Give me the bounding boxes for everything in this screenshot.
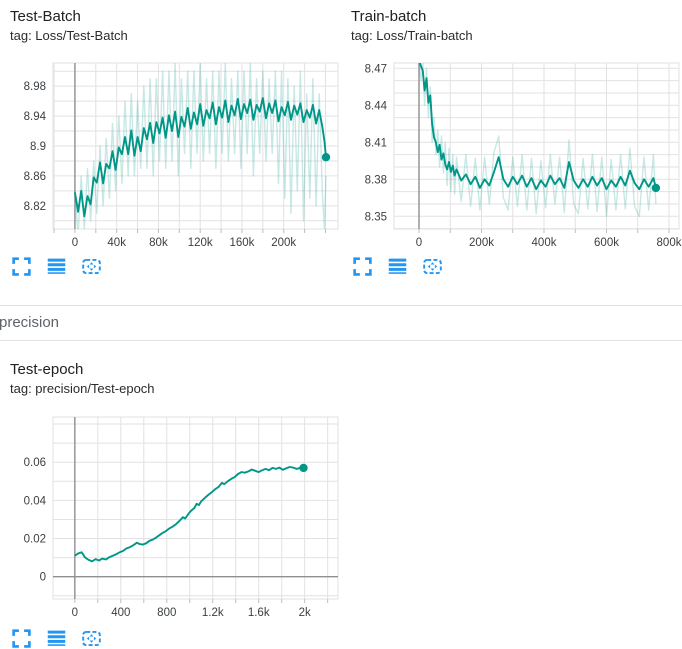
svg-text:600k: 600k <box>594 237 619 249</box>
svg-text:8.9: 8.9 <box>30 141 46 153</box>
svg-text:0: 0 <box>72 237 78 249</box>
expand-chart-button[interactable] <box>351 255 373 277</box>
svg-text:8.98: 8.98 <box>24 81 46 93</box>
svg-text:80k: 80k <box>149 237 168 249</box>
svg-text:1.2k: 1.2k <box>202 607 224 619</box>
svg-text:8.35: 8.35 <box>365 211 387 223</box>
svg-text:0: 0 <box>416 237 422 249</box>
svg-text:40k: 40k <box>107 237 126 249</box>
svg-text:0.02: 0.02 <box>24 534 46 546</box>
toggle-runs-button[interactable] <box>386 255 408 277</box>
horizontal-lines-icon <box>47 258 65 274</box>
toggle-runs-button[interactable] <box>45 627 67 649</box>
section-header-label: precision <box>0 314 60 331</box>
svg-text:400k: 400k <box>532 237 557 249</box>
test-epoch-line-chart[interactable]: 0 400 800 1.2k 1.6k 2k 0 0.02 0.04 0.06 <box>0 409 341 621</box>
svg-text:200k: 200k <box>271 237 296 249</box>
svg-text:160k: 160k <box>229 237 254 249</box>
svg-text:800: 800 <box>157 607 176 619</box>
test-batch-line-chart[interactable]: 0 40k 80k 120k 160k 200k 8.82 8.86 8.9 8.94 8.98 <box>0 56 341 249</box>
chart-toolbar <box>351 255 682 277</box>
chart-title: Train-batch <box>351 8 427 25</box>
svg-text:800k: 800k <box>657 237 682 249</box>
chart-card-train-batch: Train-batch tag: Loss/Train-batch 0 200k 4… <box>341 0 682 277</box>
loss-cards-row: Test-Batch tag: Loss/Test-Batch 0 40k 80k 1… <box>0 0 682 277</box>
fullscreen-icon <box>11 628 31 648</box>
svg-text:200k: 200k <box>469 237 494 249</box>
chart-tag: tag: Loss/Test-Batch <box>10 28 128 43</box>
svg-text:8.94: 8.94 <box>24 111 47 123</box>
expand-chart-button[interactable] <box>10 627 32 649</box>
chart-card-test-batch: Test-Batch tag: Loss/Test-Batch 0 40k 80k 1… <box>0 0 341 277</box>
svg-text:0: 0 <box>72 607 78 619</box>
svg-text:120k: 120k <box>188 237 213 249</box>
fullscreen-icon <box>352 256 372 276</box>
fit-domain-button[interactable] <box>80 255 102 277</box>
svg-text:8.44: 8.44 <box>365 100 388 112</box>
chart-title: Test-epoch <box>10 361 84 378</box>
chart-card-test-epoch: Test-epoch tag: precision/Test-epoch 0 40… <box>0 353 341 649</box>
svg-text:400: 400 <box>111 607 130 619</box>
fullscreen-icon <box>11 256 31 276</box>
svg-text:1.6k: 1.6k <box>248 607 270 619</box>
chart-tag: tag: precision/Test-epoch <box>10 381 155 396</box>
horizontal-lines-icon <box>388 258 406 274</box>
fit-to-data-icon <box>81 258 101 274</box>
svg-text:0.06: 0.06 <box>24 457 46 469</box>
fit-domain-button[interactable] <box>80 627 102 649</box>
toggle-runs-button[interactable] <box>45 255 67 277</box>
train-batch-line-chart[interactable]: 0 200k 400k 600k 800k 8.35 8.38 8.41 8.44 8.47 <box>341 56 682 249</box>
horizontal-lines-icon <box>47 630 65 646</box>
svg-text:8.38: 8.38 <box>365 174 387 186</box>
fit-domain-button[interactable] <box>421 255 443 277</box>
precision-cards-row: Test-epoch tag: precision/Test-epoch 0 40… <box>0 353 682 649</box>
expand-chart-button[interactable] <box>10 255 32 277</box>
svg-text:2k: 2k <box>299 607 311 619</box>
fit-to-data-icon <box>81 630 101 646</box>
svg-text:0.04: 0.04 <box>24 495 47 507</box>
chart-toolbar <box>10 255 341 277</box>
svg-text:8.86: 8.86 <box>24 171 46 183</box>
svg-text:8.41: 8.41 <box>365 137 387 149</box>
section-header-precision[interactable]: precision <box>0 305 682 341</box>
svg-text:8.47: 8.47 <box>365 63 387 75</box>
svg-text:0: 0 <box>40 572 46 584</box>
chart-title: Test-Batch <box>10 8 81 25</box>
svg-text:8.82: 8.82 <box>24 201 46 213</box>
chart-toolbar <box>10 627 341 649</box>
fit-to-data-icon <box>422 258 442 274</box>
chart-tag: tag: Loss/Train-batch <box>351 28 473 43</box>
